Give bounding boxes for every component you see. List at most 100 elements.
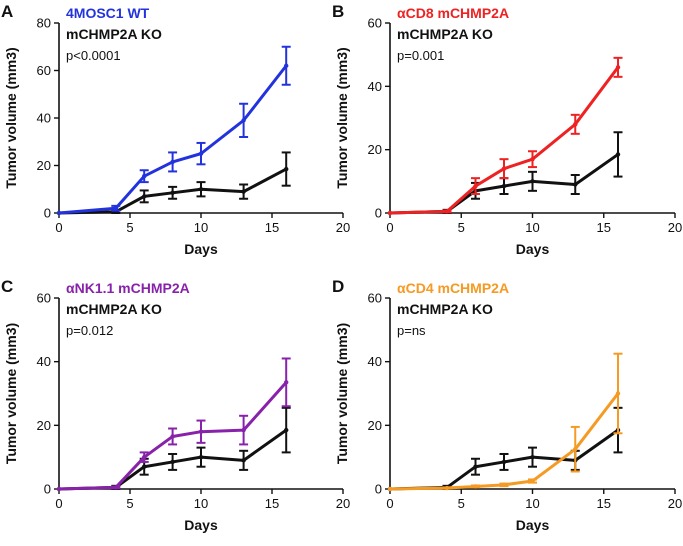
y-tick-label: 60 — [37, 291, 51, 306]
data-point — [241, 458, 246, 463]
data-point — [615, 391, 621, 396]
data-point — [615, 65, 621, 70]
data-point — [170, 190, 175, 196]
x-axis-label: Days — [516, 517, 550, 533]
data-point — [444, 209, 450, 214]
data-point — [615, 152, 621, 157]
data-point — [198, 187, 204, 192]
p-value: p=ns — [397, 323, 426, 338]
y-tick-label: 20 — [37, 158, 51, 173]
series-ko — [387, 406, 623, 492]
panel-letter: D — [332, 277, 344, 296]
data-point — [241, 427, 246, 433]
legend-ko: mCHMP2A KO — [66, 301, 162, 317]
x-tick-label: 20 — [668, 496, 682, 511]
data-point — [284, 166, 289, 172]
panel-c: C 0 5 10 15 20 0 20 40 60 Days Tumor volume (mm3) αN… — [1, 277, 350, 533]
y-tick-label: 40 — [37, 354, 51, 369]
data-point — [113, 485, 119, 490]
data-point — [473, 484, 478, 489]
data-point — [501, 482, 507, 488]
series-treatment — [56, 357, 291, 492]
data-point — [56, 486, 62, 492]
legend-ko: mCHMP2A KO — [397, 26, 493, 42]
data-point — [573, 122, 578, 127]
panel-a: A 0 5 10 15 20 0 20 40 60 80 Days Tumor volume (mm3)… — [1, 2, 350, 257]
x-tick-label: 15 — [597, 220, 611, 235]
data-point — [170, 459, 175, 465]
y-tick-label: 40 — [37, 111, 51, 126]
data-point — [530, 156, 535, 162]
x-tick-label: 15 — [265, 496, 279, 511]
y-tick-label: 0 — [375, 482, 382, 497]
x-tick-label: 10 — [525, 220, 539, 235]
data-point — [198, 151, 204, 156]
data-point — [501, 183, 507, 189]
y-tick-label: 20 — [368, 418, 382, 433]
y-tick-label: 0 — [375, 206, 382, 221]
data-point — [530, 478, 535, 484]
panel-b: B 0 5 10 15 20 0 20 40 60 Days Tumor volume (mm3) αC… — [332, 2, 682, 257]
x-tick-label: 0 — [55, 220, 62, 235]
x-tick-label: 0 — [386, 496, 393, 511]
x-tick-label: 10 — [525, 496, 539, 511]
data-point — [170, 434, 175, 439]
y-tick-label: 0 — [44, 206, 51, 221]
p-value: p=0.012 — [66, 323, 113, 338]
y-tick-label: 80 — [37, 16, 51, 31]
y-tick-label: 40 — [368, 79, 382, 94]
panel-letter: A — [1, 2, 13, 21]
series-ko — [56, 406, 291, 492]
series-ko — [56, 151, 291, 216]
data-point — [530, 454, 535, 460]
legend-treatment: αNK1.1 mCHMP2A — [66, 280, 190, 296]
x-tick-label: 5 — [126, 220, 133, 235]
series-treatment — [56, 45, 291, 216]
series-ko — [387, 131, 623, 216]
panel-d: D 0 5 10 15 20 0 20 40 60 Days Tumor volume (mm3) αC… — [332, 277, 682, 533]
x-tick-label: 15 — [597, 496, 611, 511]
data-point — [198, 454, 204, 460]
y-tick-label: 20 — [37, 418, 51, 433]
y-axis-label: Tumor volume (mm3) — [334, 323, 350, 464]
panel-letter: B — [332, 2, 344, 21]
data-point — [473, 464, 478, 469]
y-tick-label: 40 — [368, 354, 382, 369]
legend-ko: mCHMP2A KO — [66, 26, 162, 42]
data-point — [501, 166, 507, 171]
x-tick-label: 10 — [194, 220, 208, 235]
x-tick-label: 20 — [668, 220, 682, 235]
data-point — [170, 159, 175, 165]
y-tick-label: 0 — [44, 482, 51, 497]
x-tick-label: 5 — [126, 496, 133, 511]
data-point — [198, 429, 204, 434]
data-point — [142, 464, 147, 469]
data-point — [142, 454, 147, 460]
y-tick-label: 20 — [368, 142, 382, 157]
legend-treatment: 4MOSC1 WT — [66, 5, 150, 21]
data-point — [284, 380, 289, 385]
x-tick-label: 15 — [265, 220, 279, 235]
data-point — [530, 179, 535, 184]
data-point — [387, 486, 393, 492]
x-axis-label: Days — [184, 241, 218, 257]
data-point — [573, 447, 578, 452]
x-tick-label: 5 — [458, 220, 465, 235]
p-value: p=0.001 — [397, 48, 444, 63]
series-line — [388, 392, 620, 491]
legend-treatment: αCD4 mCHMP2A — [397, 280, 509, 296]
data-point — [387, 210, 393, 216]
data-point — [284, 63, 289, 68]
data-point — [284, 427, 289, 433]
data-point — [142, 173, 147, 179]
legend-ko: mCHMP2A KO — [397, 301, 493, 317]
legend-treatment: αCD8 mCHMP2A — [397, 5, 509, 21]
x-tick-label: 0 — [386, 220, 393, 235]
x-axis-label: Days — [516, 241, 550, 257]
data-point — [444, 485, 450, 491]
data-point — [113, 206, 119, 211]
x-tick-label: 20 — [336, 220, 350, 235]
y-axis-label: Tumor volume (mm3) — [3, 47, 19, 188]
